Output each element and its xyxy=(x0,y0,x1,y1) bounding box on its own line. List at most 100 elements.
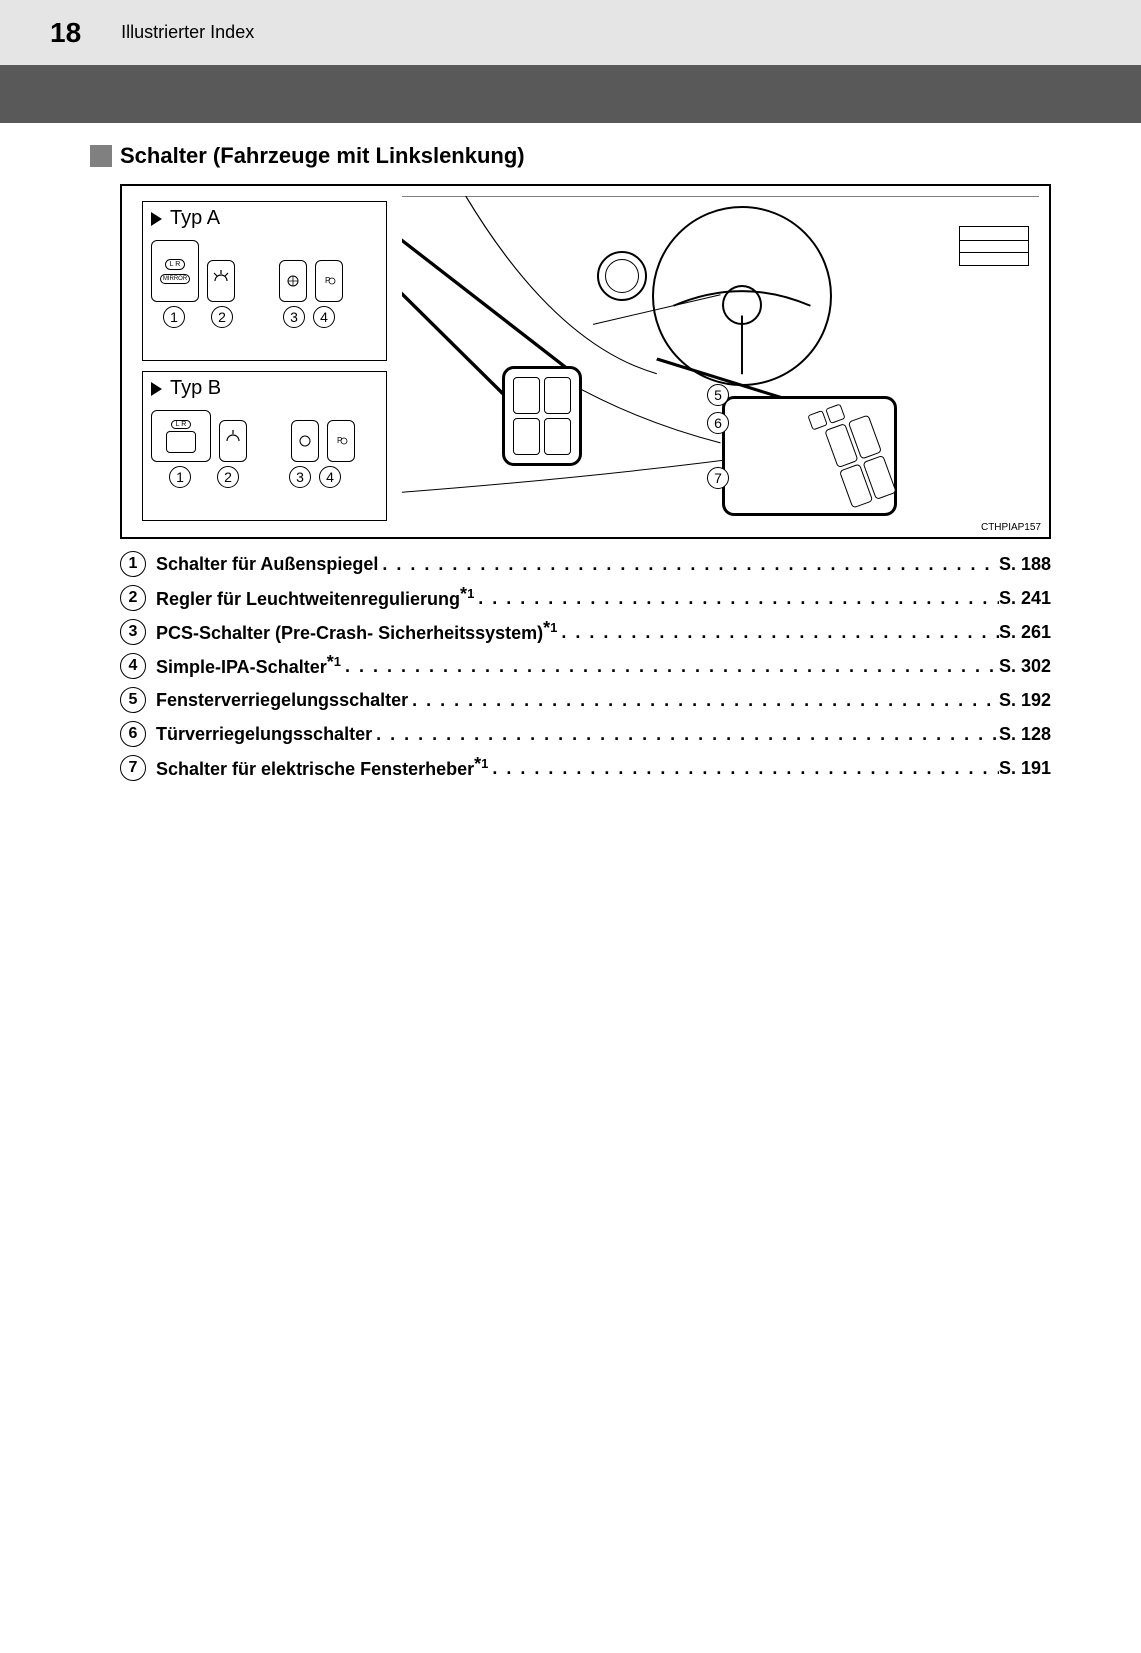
type-a-text: Typ A xyxy=(170,207,220,230)
panel-num: 2 xyxy=(217,466,239,488)
type-b-label: Typ B xyxy=(143,372,386,405)
page-number: 18 xyxy=(50,17,81,49)
index-page: S. 261 xyxy=(999,622,1051,643)
index-label: Schalter für Außenspiegel xyxy=(156,554,378,575)
type-a-label: Typ A xyxy=(143,202,386,235)
section-title: Schalter (Fahrzeuge mit Linkslenkung) xyxy=(120,143,525,169)
window-switch-icon xyxy=(513,377,540,414)
mirror-label: MIRROR xyxy=(160,274,190,284)
panel-num: 4 xyxy=(319,466,341,488)
index-page: S. 128 xyxy=(999,724,1051,745)
type-a-numbers: 1 2 3 4 xyxy=(143,302,386,328)
header-band xyxy=(0,65,1141,123)
footnote-star-icon: * xyxy=(460,584,467,604)
page-header: 18 Illustrierter Index xyxy=(0,0,1141,65)
index-page: S. 188 xyxy=(999,554,1051,575)
diagram-box: Typ A L R MIRROR P 1 2 xyxy=(120,184,1051,539)
index-number: 7 xyxy=(120,755,146,781)
leader-dots: . . . . . . . . . . . . . . . . . . . . … xyxy=(378,554,999,575)
index-row: 4 Simple-IPA-Schalter*1. . . . . . . . . … xyxy=(120,653,1051,679)
index-row: 1 Schalter für Außenspiegel. . . . . . . … xyxy=(120,551,1051,577)
index-number: 3 xyxy=(120,619,146,645)
index-number: 2 xyxy=(120,585,146,611)
door-panel-callout xyxy=(722,396,897,516)
footnote-number: 1 xyxy=(467,586,474,601)
index-row: 6 Türverriegelungsschalter. . . . . . . .… xyxy=(120,721,1051,747)
type-a-panel: Typ A L R MIRROR P 1 2 xyxy=(142,201,387,361)
callout-num: 7 xyxy=(707,467,729,489)
type-b-text: Typ B xyxy=(170,377,221,400)
window-switch-icon xyxy=(513,418,540,455)
index-label: Regler für Leuchtweitenregulierung*1 xyxy=(156,586,474,610)
leader-dots: . . . . . . . . . . . . . . . . . . . . … xyxy=(341,656,999,677)
ipa-switch-b-icon: P xyxy=(327,420,355,462)
index-page: S. 241 xyxy=(999,588,1051,609)
index-page: S. 192 xyxy=(999,690,1051,711)
svg-text:P: P xyxy=(337,436,342,445)
leader-dots: . . . . . . . . . . . . . . . . . . . . … xyxy=(557,622,999,643)
play-icon xyxy=(151,212,162,226)
diagram-code: CTHPIAP157 xyxy=(981,522,1041,533)
switch-row-a: L R MIRROR P xyxy=(143,240,386,302)
footnote-number: 1 xyxy=(481,756,488,771)
leader-dots: . . . . . . . . . . . . . . . . . . . . … xyxy=(408,690,999,711)
footnote-star-icon: * xyxy=(474,754,481,774)
mirror-pad-icon xyxy=(166,431,196,453)
leader-dots: . . . . . . . . . . . . . . . . . . . . … xyxy=(372,724,999,745)
panel-num: 3 xyxy=(283,306,305,328)
index-row: 7 Schalter für elektrische Fensterheber*1… xyxy=(120,755,1051,781)
panel-num: 1 xyxy=(163,306,185,328)
steering-wheel-icon xyxy=(652,206,832,386)
window-buttons xyxy=(824,414,897,508)
play-icon xyxy=(151,382,162,396)
mirror-lr-label-b: L R xyxy=(171,420,192,429)
footnote-star-icon: * xyxy=(327,652,334,672)
switch-row-b: L R P xyxy=(143,410,386,462)
section-title-row: Schalter (Fahrzeuge mit Linkslenkung) xyxy=(90,143,1051,169)
type-b-numbers: 1 2 3 4 xyxy=(143,462,386,488)
index-page: S. 191 xyxy=(999,758,1051,779)
index-number: 5 xyxy=(120,687,146,713)
headlight-level-switch-icon xyxy=(207,260,235,302)
index-label: Fensterverriegelungsschalter xyxy=(156,690,408,711)
mirror-lr-label: L R xyxy=(165,259,186,270)
panel-num: 4 xyxy=(313,306,335,328)
index-label: Türverriegelungsschalter xyxy=(156,724,372,745)
index-row: 2 Regler für Leuchtweitenregulierung*1. .… xyxy=(120,585,1051,611)
index-number: 4 xyxy=(120,653,146,679)
door-lock-icon xyxy=(825,403,846,424)
window-lock-icon xyxy=(807,410,828,431)
index-label: PCS-Schalter (Pre-Crash- Sicherheitssyst… xyxy=(156,620,557,644)
index-row: 5 Fensterverriegelungsschalter. . . . . .… xyxy=(120,687,1051,713)
index-number: 6 xyxy=(120,721,146,747)
index-label: Simple-IPA-Schalter*1 xyxy=(156,654,341,678)
door-switch-callout xyxy=(502,366,582,466)
panel-num: 3 xyxy=(289,466,311,488)
index-number: 1 xyxy=(120,551,146,577)
footnote-number: 1 xyxy=(334,654,341,669)
svg-text:P: P xyxy=(325,276,330,285)
mirror-switch-icon: L R MIRROR xyxy=(151,240,199,302)
index-label: Schalter für elektrische Fensterheber*1 xyxy=(156,756,488,780)
pcs-switch-b-icon xyxy=(291,420,319,462)
mirror-switch-b-icon: L R xyxy=(151,410,211,462)
callout-num: 6 xyxy=(707,412,729,434)
content-area: Schalter (Fahrzeuge mit Linkslenkung) Ty… xyxy=(0,123,1141,829)
window-switch-icon xyxy=(544,377,571,414)
window-switch-icon xyxy=(544,418,571,455)
defroster-grille-icon xyxy=(959,226,1029,266)
header-title: Illustrierter Index xyxy=(121,22,254,43)
leader-dots: . . . . . . . . . . . . . . . . . . . . … xyxy=(474,588,999,609)
panel-num: 1 xyxy=(169,466,191,488)
type-b-panel: Typ B L R P 1 2 xyxy=(142,371,387,521)
callout-numbers: 5 6 7 xyxy=(704,381,732,492)
index-row: 3 PCS-Schalter (Pre-Crash- Sicherheitssys… xyxy=(120,619,1051,645)
air-vent-icon xyxy=(597,251,647,301)
callout-num: 5 xyxy=(707,384,729,406)
headlight-level-switch-b-icon xyxy=(219,420,247,462)
index-page: S. 302 xyxy=(999,656,1051,677)
panel-num: 2 xyxy=(211,306,233,328)
pcs-switch-icon xyxy=(279,260,307,302)
footnote-number: 1 xyxy=(550,620,557,635)
leader-dots: . . . . . . . . . . . . . . . . . . . . … xyxy=(488,758,999,779)
